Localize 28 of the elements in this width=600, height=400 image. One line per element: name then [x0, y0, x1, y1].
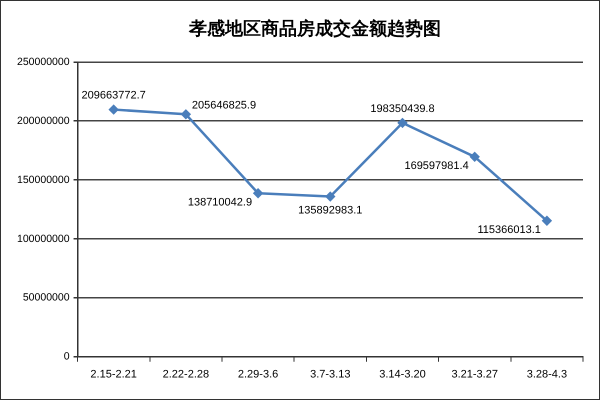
point: [253, 188, 264, 198]
point: [542, 216, 552, 226]
point: [470, 152, 480, 162]
y-tick-label: 100000000: [16, 232, 70, 245]
data-label: 135892983.1: [298, 204, 362, 217]
point: [397, 118, 408, 128]
y-tick-label: 250000000: [16, 56, 70, 68]
data-label: 209663772.7: [82, 90, 146, 102]
x-tick-label: 3.14-3.20: [379, 368, 426, 380]
point: [180, 109, 191, 120]
x-tick-label: 2.29-3.6: [238, 368, 278, 380]
y-tick-label: 200000000: [16, 114, 70, 127]
x-tick-label: 3.21-3.27: [451, 368, 498, 380]
data-label: 138710042.9: [188, 196, 252, 208]
x-tick-label: 2.22-2.28: [162, 368, 210, 380]
data-label: 205646825.9: [192, 99, 256, 112]
point: [325, 192, 336, 202]
data-label: 169597981.4: [404, 160, 469, 172]
y-tick-label: 0: [64, 350, 70, 363]
chart-title: 孝感地区商品房成交金额趋势图: [188, 18, 441, 40]
y-tick-label: 150000000: [16, 174, 70, 186]
data-label: 198350439.8: [370, 102, 435, 115]
x-tick-label: 3.28-4.3: [526, 368, 568, 380]
x-tick-label: 3.7-3.13: [310, 368, 350, 380]
y-tick-label: 50000000: [22, 292, 70, 304]
data-label: 115366013.1: [477, 224, 541, 236]
point: [108, 104, 119, 115]
x-tick-label: 2.15-2.21: [90, 368, 137, 380]
